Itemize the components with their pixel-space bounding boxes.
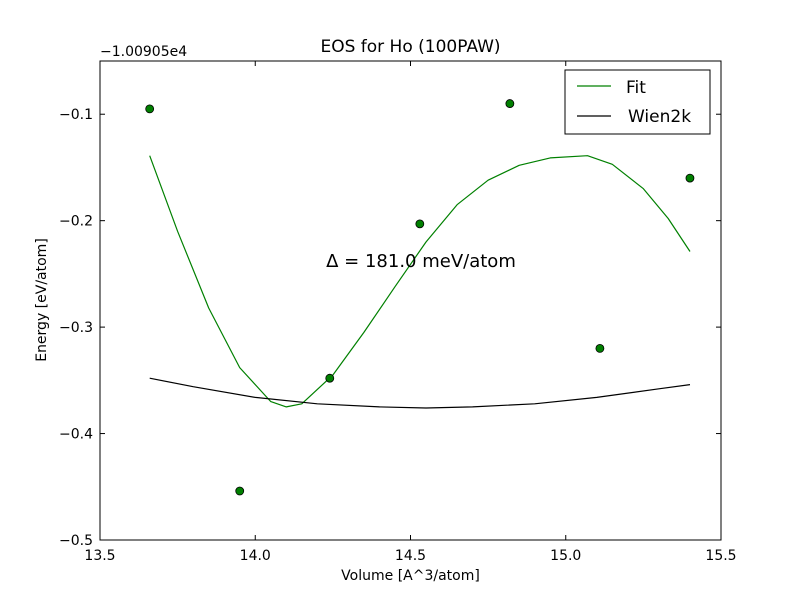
data-point	[145, 104, 155, 114]
x-tick-label: 15.5	[705, 548, 736, 564]
y-axis-offset-label: −1.00905e4	[100, 44, 187, 60]
y-tick-label: −0.1	[59, 107, 93, 123]
y-tick-label: −0.4	[59, 427, 93, 443]
y-tick-label: −0.5	[59, 533, 93, 549]
data-point	[505, 99, 515, 108]
y-axis-label: Energy [eV/atom]	[34, 238, 50, 362]
legend: Fit Wien2k	[564, 69, 711, 135]
data-point	[235, 486, 245, 496]
delta-annotation: Δ = 181.0 meV/atom	[326, 251, 516, 272]
y-tick-label: −0.3	[59, 320, 93, 336]
x-tick-label: 15.0	[550, 548, 581, 564]
x-axis-label: Volume [A^3/atom]	[341, 568, 480, 584]
y-tick-label: −0.2	[59, 214, 93, 230]
x-tick-label: 13.5	[84, 548, 115, 564]
data-point	[685, 173, 695, 183]
chart-title: EOS for Ho (100PAW)	[320, 37, 500, 57]
plot-frame	[99, 60, 722, 541]
legend-label-fit: Fit	[626, 78, 646, 98]
series-line-fit	[149, 155, 691, 408]
y-tick-labels: −0.5 −0.4 −0.3 −0.2 −0.1	[59, 107, 93, 549]
legend-label-wien2k: Wien2k	[628, 107, 691, 127]
x-tick-label: 14.0	[240, 548, 271, 564]
data-point	[415, 219, 425, 229]
x-tick-label: 14.5	[395, 548, 426, 564]
data-point	[325, 373, 335, 383]
x-tick-labels: 13.5 14.0 14.5 15.0 15.5	[84, 548, 736, 564]
legend-box	[564, 69, 711, 135]
data-point	[595, 343, 605, 353]
series-line-wien2k	[149, 377, 691, 409]
plot-area	[145, 99, 695, 496]
